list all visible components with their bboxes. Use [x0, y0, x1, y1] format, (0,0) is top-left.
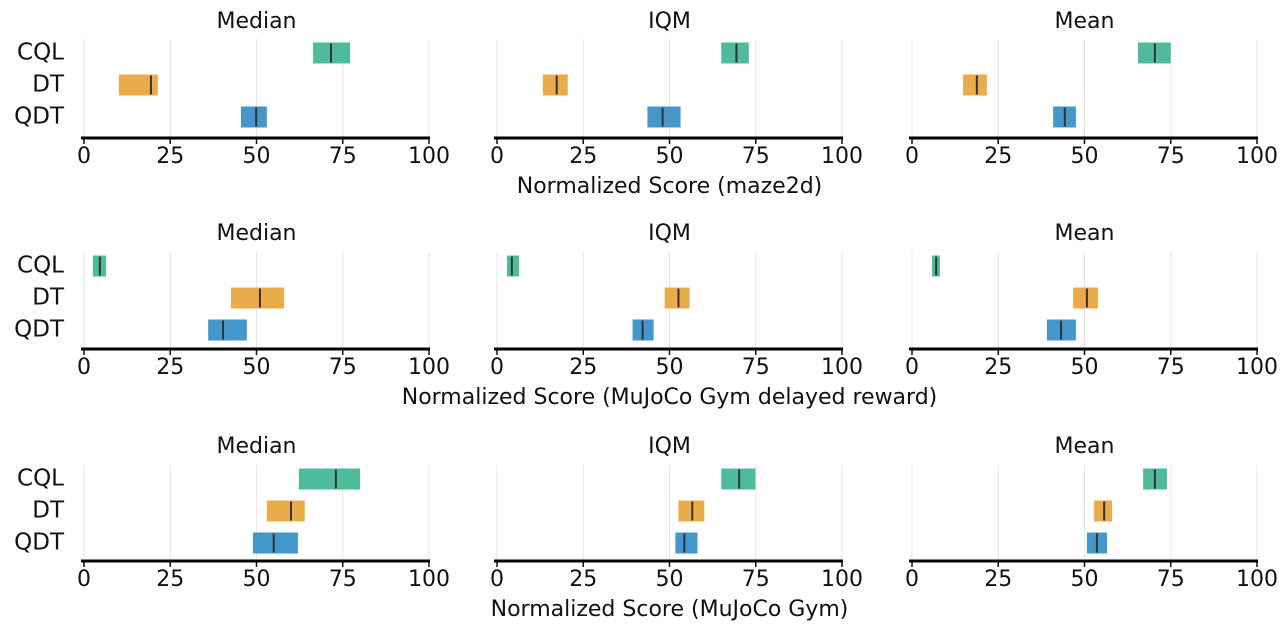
x-tick-label: 75	[1157, 144, 1185, 169]
interval-bar	[266, 500, 305, 522]
panel-title: Median	[216, 9, 296, 34]
x-tick-label: 25	[156, 144, 184, 169]
x-tick-label: 50	[656, 567, 684, 592]
panel-title: IQM	[648, 434, 691, 459]
x-tick-label: 25	[569, 567, 597, 592]
y-tick-label: CQL	[17, 466, 64, 492]
x-tick-label: 50	[243, 144, 271, 169]
panel-title: Mean	[1055, 434, 1115, 459]
interval-bar	[675, 532, 698, 554]
x-tick-label: 75	[329, 144, 357, 169]
y-tick-label: DT	[32, 498, 65, 524]
interval-bar	[1094, 500, 1113, 522]
interval-bar	[208, 319, 247, 341]
x-tick-label: 50	[1071, 355, 1099, 380]
x-tick-label: 25	[569, 144, 597, 169]
x-tick-label: 25	[984, 567, 1012, 592]
y-tick-label: DT	[32, 72, 65, 98]
x-tick-label: 25	[569, 355, 597, 380]
x-tick-label: 75	[1157, 355, 1185, 380]
x-tick-label: 100	[821, 567, 863, 592]
x-tick-label: 25	[984, 144, 1012, 169]
x-tick-label: 25	[984, 355, 1012, 380]
y-tick-label: DT	[32, 285, 65, 311]
x-tick-label: 50	[656, 355, 684, 380]
x-tick-label: 0	[905, 567, 919, 592]
interval-bar	[721, 42, 749, 64]
x-axis-label: Normalized Score (MuJoCo Gym delayed rew…	[402, 385, 938, 410]
x-tick-label: 0	[77, 355, 91, 380]
panel-title: Mean	[1055, 221, 1115, 246]
interval-bar	[1073, 287, 1098, 309]
x-tick-label: 75	[742, 355, 770, 380]
x-tick-label: 100	[1236, 355, 1278, 380]
x-tick-label: 50	[243, 355, 271, 380]
interval-bar	[253, 532, 298, 554]
x-tick-label: 0	[77, 144, 91, 169]
interval-bar	[230, 287, 285, 309]
x-tick-label: 25	[156, 355, 184, 380]
interval-bar	[542, 74, 568, 96]
y-tick-label: QDT	[14, 317, 65, 343]
x-axis-label: Normalized Score (maze2d)	[517, 174, 823, 199]
x-tick-label: 75	[1157, 567, 1185, 592]
y-tick-label: CQL	[17, 40, 64, 66]
y-tick-label: CQL	[17, 253, 64, 279]
x-tick-label: 75	[742, 144, 770, 169]
x-tick-label: 100	[1236, 144, 1278, 169]
x-tick-label: 75	[329, 355, 357, 380]
x-tick-label: 0	[905, 355, 919, 380]
x-tick-label: 100	[408, 144, 450, 169]
panel-title: Median	[216, 434, 296, 459]
x-tick-label: 100	[1236, 567, 1278, 592]
x-axis-label: Normalized Score (MuJoCo Gym)	[491, 597, 849, 622]
interval-bar	[664, 287, 690, 309]
y-tick-label: QDT	[14, 530, 65, 556]
x-tick-label: 0	[490, 567, 504, 592]
x-tick-label: 100	[821, 144, 863, 169]
x-tick-label: 100	[821, 355, 863, 380]
y-tick-label: QDT	[14, 104, 65, 130]
panel-title: IQM	[648, 9, 691, 34]
interval-bar	[507, 255, 520, 277]
x-tick-label: 0	[77, 567, 91, 592]
x-tick-label: 75	[329, 567, 357, 592]
x-tick-label: 0	[490, 144, 504, 169]
x-tick-label: 100	[408, 355, 450, 380]
x-tick-label: 0	[905, 144, 919, 169]
x-tick-label: 50	[656, 144, 684, 169]
interval-bar	[963, 74, 987, 96]
interval-bar	[647, 106, 681, 128]
panel-title: Median	[216, 221, 296, 246]
x-tick-label: 50	[1071, 144, 1099, 169]
x-tick-label: 50	[1071, 567, 1099, 592]
panel-title: IQM	[648, 221, 691, 246]
x-tick-label: 0	[490, 355, 504, 380]
x-tick-label: 50	[243, 567, 271, 592]
interval-bar	[298, 468, 360, 490]
x-tick-label: 75	[742, 567, 770, 592]
x-tick-label: 100	[408, 567, 450, 592]
interval-bar	[118, 74, 158, 96]
interval-bar	[240, 106, 267, 128]
panel-title: Mean	[1055, 9, 1115, 34]
x-tick-label: 25	[156, 567, 184, 592]
